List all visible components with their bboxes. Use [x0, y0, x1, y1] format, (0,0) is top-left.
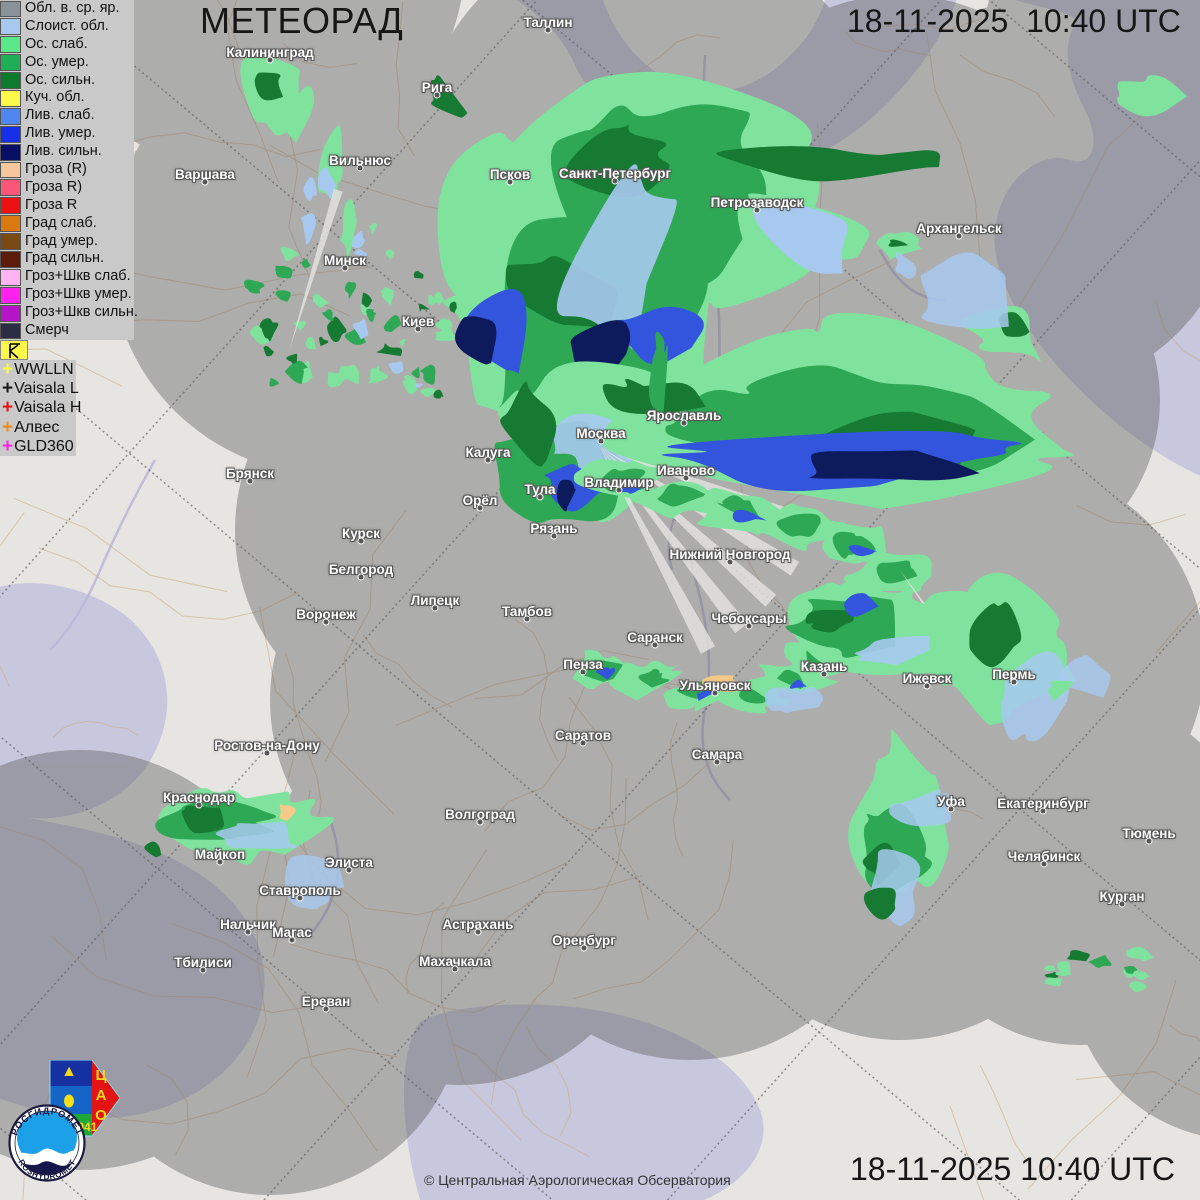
svg-text:▲: ▲: [61, 1063, 77, 1080]
svg-text:Ц: Ц: [96, 1067, 107, 1084]
svg-text:А: А: [96, 1087, 107, 1104]
